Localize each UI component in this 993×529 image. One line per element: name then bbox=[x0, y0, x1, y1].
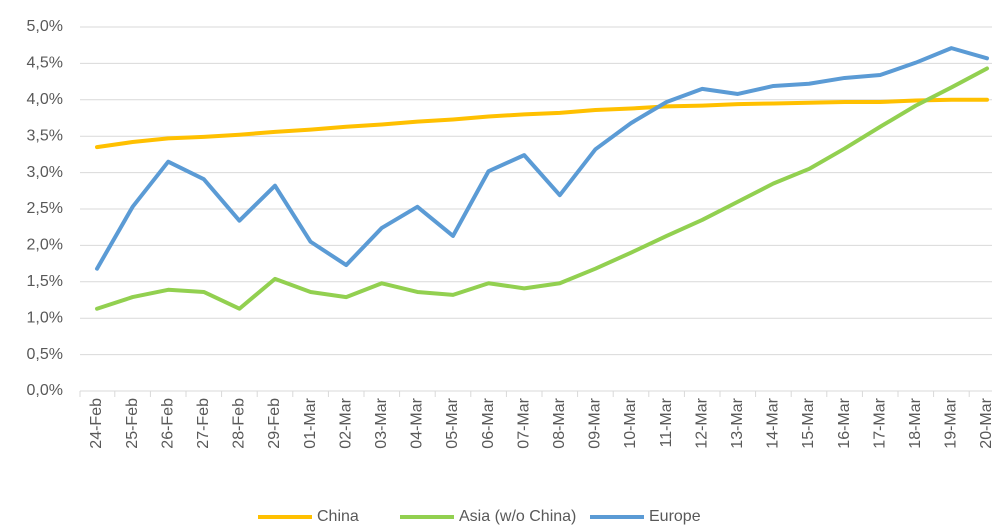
y-tick-label: 0,0% bbox=[27, 382, 63, 399]
y-tick-label: 4,0% bbox=[27, 91, 63, 108]
y-tick-label: 1,0% bbox=[27, 309, 63, 326]
series-line bbox=[95, 66, 989, 311]
x-tick-label: 12-Mar bbox=[693, 397, 710, 448]
x-tick-label: 04-Mar bbox=[409, 397, 426, 448]
x-tick-label: 05-Mar bbox=[444, 397, 461, 448]
x-tick-label: 29-Feb bbox=[266, 398, 283, 449]
x-tick-label: 15-Mar bbox=[800, 397, 817, 448]
legend-label: Europe bbox=[649, 508, 701, 525]
x-tick-label: 09-Mar bbox=[587, 397, 604, 448]
x-tick-label: 20-Mar bbox=[978, 397, 993, 448]
x-tick-label: 03-Mar bbox=[373, 397, 390, 448]
x-tick-label: 26-Feb bbox=[159, 398, 176, 449]
series-line bbox=[95, 97, 989, 150]
y-tick-label: 3,0% bbox=[27, 164, 63, 181]
x-tick-label: 27-Feb bbox=[195, 398, 212, 449]
y-tick-label: 3,5% bbox=[27, 127, 63, 144]
x-tick-label: 11-Mar bbox=[658, 397, 675, 447]
x-tick-label: 16-Mar bbox=[836, 397, 853, 448]
series-line bbox=[95, 46, 989, 271]
x-tick-label: 07-Mar bbox=[515, 397, 532, 448]
x-tick-label: 19-Mar bbox=[943, 397, 960, 448]
x-tick-label: 10-Mar bbox=[622, 397, 639, 448]
legend-label: China bbox=[317, 508, 359, 525]
y-tick-label: 5,0% bbox=[27, 18, 63, 35]
legend-label: Asia (w/o China) bbox=[459, 508, 576, 525]
x-tick-label: 25-Feb bbox=[124, 398, 141, 449]
x-tick-label: 06-Mar bbox=[480, 397, 497, 448]
x-tick-label: 14-Mar bbox=[765, 397, 782, 448]
x-tick-label: 17-Mar bbox=[871, 397, 888, 448]
x-tick-label: 24-Feb bbox=[88, 398, 105, 449]
y-tick-label: 2,5% bbox=[27, 200, 63, 217]
x-tick-label: 18-Mar bbox=[907, 397, 924, 448]
x-tick-label: 08-Mar bbox=[551, 397, 568, 448]
y-tick-label: 1,5% bbox=[27, 273, 63, 290]
y-tick-label: 0,5% bbox=[27, 346, 63, 363]
y-tick-label: 4,5% bbox=[27, 55, 63, 72]
y-tick-label: 2,0% bbox=[27, 237, 63, 254]
x-tick-label: 28-Feb bbox=[231, 398, 248, 449]
x-tick-label: 02-Mar bbox=[337, 397, 354, 448]
x-tick-label: 13-Mar bbox=[729, 397, 746, 448]
x-tick-label: 01-Mar bbox=[302, 397, 319, 448]
